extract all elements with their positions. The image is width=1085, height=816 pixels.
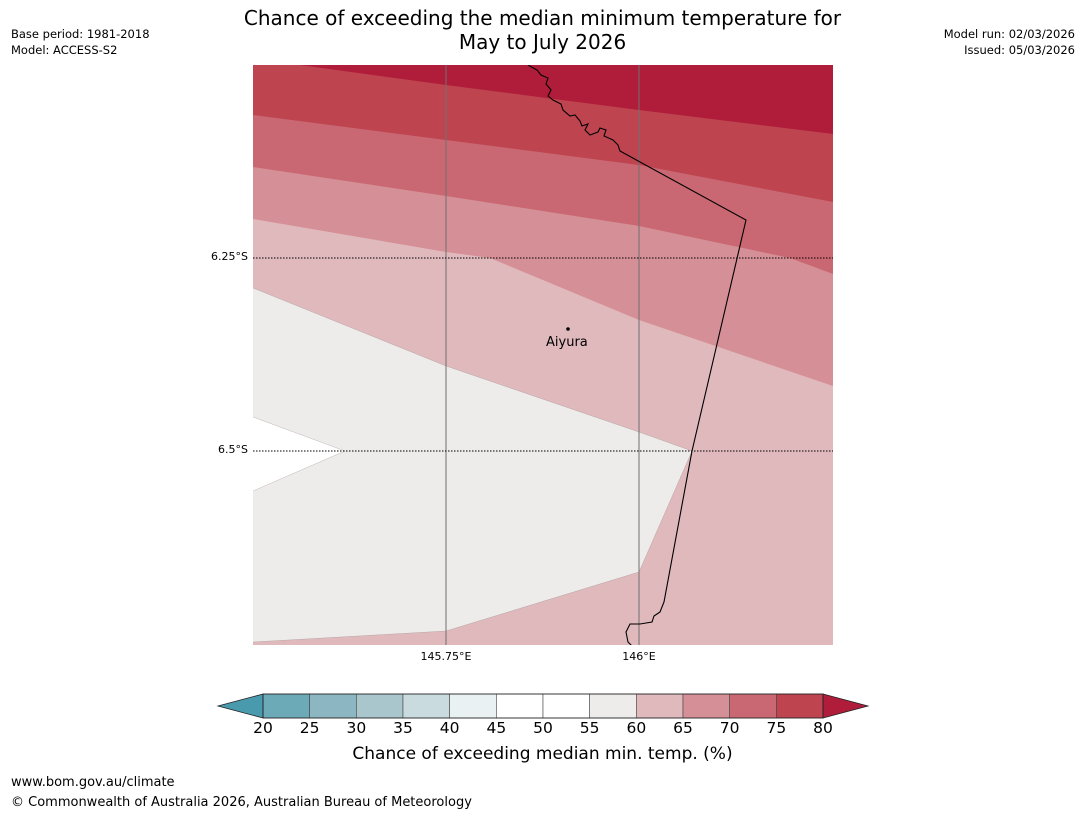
base-period-text: Base period: 1981-2018 [11, 27, 150, 41]
colorbar-tick-label: 40 [439, 719, 460, 737]
colorbar-segment [496, 693, 544, 719]
colorbar-tick-label: 70 [719, 719, 740, 737]
model-text: Model: ACCESS-S2 [11, 43, 118, 57]
colorbar-frame [262, 693, 824, 719]
lon-label-145-75: 145.75°E [420, 650, 472, 663]
colorbar-segment [682, 693, 730, 719]
colorbar-segment [776, 693, 824, 719]
colorbar-tick-label: 55 [579, 719, 600, 737]
colorbar-label: Chance of exceeding median min. temp. (%… [352, 744, 733, 764]
colorbar-segment [262, 693, 310, 719]
colorbar-tick-label: 20 [253, 719, 273, 737]
colorbar-segment [449, 693, 497, 719]
colorbar-segment [402, 693, 450, 719]
title-line-1: Chance of exceeding the median minimum t… [243, 6, 842, 30]
issued-text: Issued: 05/03/2026 [964, 43, 1075, 57]
colorbar-over-arrow [822, 693, 870, 719]
band-50-55 [253, 417, 345, 491]
band-above-80 [253, 65, 833, 134]
colorbar-segment [636, 693, 684, 719]
lon-label-146: 146°E [622, 650, 656, 663]
aiyura-marker [566, 327, 570, 331]
footer-url[interactable]: www.bom.gov.au/climate [11, 775, 175, 790]
place-label-aiyura: Aiyura [546, 335, 588, 350]
colorbar-segment [542, 693, 590, 719]
colorbar-tick-label: 80 [813, 719, 833, 737]
lat-label-6-5: 6.5°S [218, 443, 248, 456]
colorbar-segment [729, 693, 777, 719]
colorbar [216, 693, 870, 719]
colorbar-tick-label: 25 [299, 719, 320, 737]
colorbar-segment [309, 693, 357, 719]
colorbar-tick-label: 30 [346, 719, 367, 737]
forecast-map [253, 65, 833, 645]
colorbar-segment [356, 693, 404, 719]
footer-copyright: © Commonwealth of Australia 2026, Austra… [11, 795, 472, 810]
band-55-60 [253, 288, 692, 642]
colorbar-tick-label: 45 [486, 719, 507, 737]
boundary-line [527, 65, 747, 645]
model-run-text: Model run: 02/03/2026 [943, 27, 1075, 41]
colorbar-tick-label: 50 [533, 719, 553, 737]
contour-55 [253, 416, 346, 492]
colorbar-tick-label: 75 [766, 719, 787, 737]
page-title: Chance of exceeding the median minimum t… [0, 6, 1085, 54]
colorbar-tick-label: 60 [626, 719, 647, 737]
lat-label-6-25: 6.25°S [211, 250, 248, 263]
colorbar-tick-label: 35 [393, 719, 413, 737]
title-line-2: May to July 2026 [458, 30, 627, 54]
colorbar-under-arrow [216, 693, 264, 719]
colorbar-segment [589, 693, 637, 719]
colorbar-tick-label: 65 [673, 719, 693, 737]
